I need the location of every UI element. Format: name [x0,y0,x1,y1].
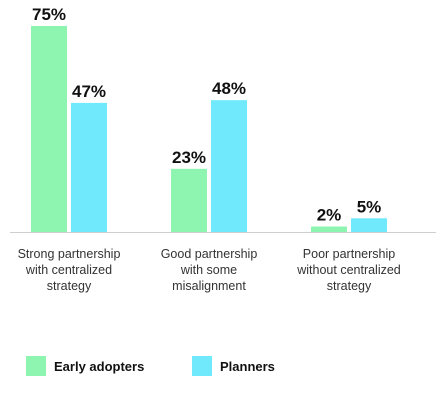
value-label-early-adopters-2: 23% [172,148,206,167]
bar-early-adopters-2 [171,168,207,232]
category-label-3: Poor partnership without centralized strat… [296,247,401,293]
value-label-early-adopters-1: 75% [32,5,66,24]
category-label-line: without centralized [296,263,401,277]
category-label-line: Poor partnership [303,247,395,261]
legend-label-planners: Planners [220,359,275,374]
legend-swatch-planners [192,356,212,376]
category-label-line: strategy [327,279,372,293]
category-label-line: misalignment [172,279,246,293]
value-label-planners-2: 48% [212,79,246,98]
legend-swatch-early-adopters [26,356,46,376]
category-label-2: Good partnership with some misalignment [161,247,258,293]
value-label-planners-3: 5% [357,197,382,216]
bar-planners-2 [211,100,247,232]
legend-label-early-adopters: Early adopters [54,359,144,374]
category-label-line: Good partnership [161,247,258,261]
bar-early-adopters-3 [311,226,347,232]
category-label-1: Strong partnership with centralized strate… [18,247,121,293]
value-label-planners-1: 47% [72,82,106,101]
category-label-line: with centralized [25,263,112,277]
category-label-line: Strong partnership [18,247,121,261]
bar-planners-1 [71,102,107,232]
category-label-line: with some [180,263,237,277]
category-label-line: strategy [47,279,92,293]
bar-early-adopters-1 [31,26,67,232]
value-label-early-adopters-3: 2% [317,206,342,225]
bar-planners-3 [351,218,387,232]
